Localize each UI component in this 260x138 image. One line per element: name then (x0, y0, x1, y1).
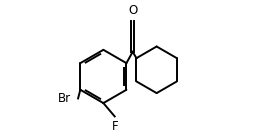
Text: O: O (128, 4, 137, 17)
Text: Br: Br (58, 92, 71, 105)
Text: F: F (111, 120, 118, 133)
